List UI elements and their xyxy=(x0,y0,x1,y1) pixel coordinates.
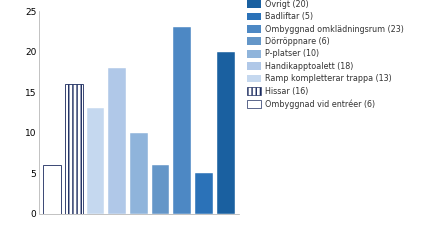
Bar xyxy=(65,84,82,214)
Legend: Övrigt (20), Badliftar (5), Ombyggnad omklädningsrum (23), Dörröppnare (6), P-pl: Övrigt (20), Badliftar (5), Ombyggnad om… xyxy=(247,0,404,108)
Bar xyxy=(217,52,235,214)
Bar xyxy=(108,68,126,214)
Bar xyxy=(174,27,191,214)
Bar xyxy=(43,165,61,214)
Bar xyxy=(152,165,169,214)
Bar xyxy=(195,173,213,214)
Bar xyxy=(130,133,148,214)
Bar xyxy=(86,108,105,214)
